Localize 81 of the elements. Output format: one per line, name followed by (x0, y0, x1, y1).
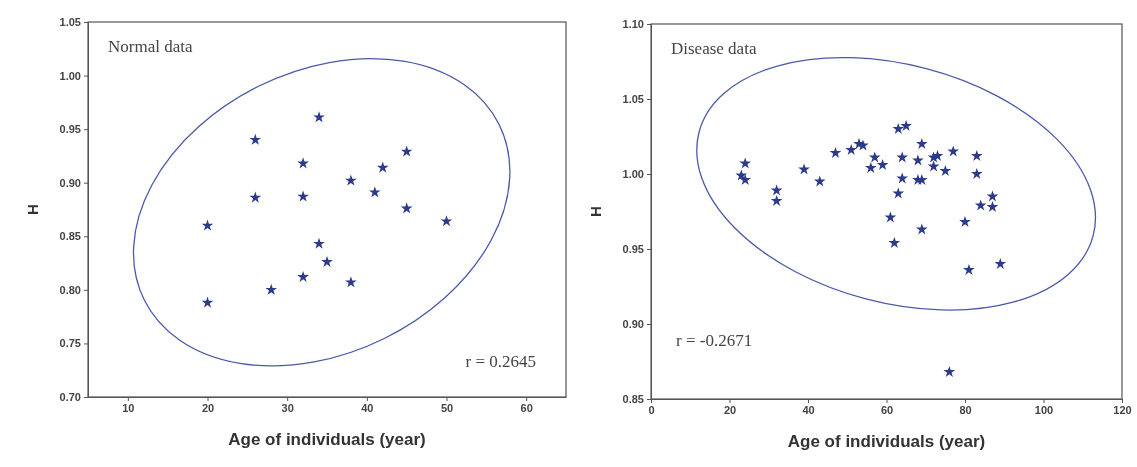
point (313, 111, 325, 123)
point (884, 211, 897, 223)
point (892, 187, 905, 199)
point (321, 255, 333, 267)
x-tick-label: 50 (440, 401, 454, 414)
x-tick-label: 60 (880, 403, 894, 416)
y-tick-label: 1.05 (59, 16, 81, 29)
x-tick-label: 10 (122, 401, 135, 414)
y-tick-label: 1.00 (622, 168, 644, 181)
x-tick-label: 100 (1034, 403, 1054, 416)
point (813, 175, 826, 187)
point (201, 219, 214, 231)
x-tick-label: 20 (723, 403, 737, 416)
y-tick-label: 0.80 (59, 283, 81, 296)
y-tick-label: 0.70 (59, 391, 81, 404)
point (876, 158, 889, 170)
point (986, 200, 999, 212)
point (249, 133, 262, 145)
x-tick-label: 40 (802, 403, 815, 416)
point (986, 190, 999, 202)
annotation: Disease data (671, 39, 757, 58)
point (770, 194, 783, 206)
x-tick-label: 0 (648, 403, 655, 416)
point (994, 257, 1007, 269)
annotation: r = 0.2645 (465, 352, 536, 371)
point (201, 296, 214, 308)
point (931, 149, 944, 161)
x-tick-label: 30 (281, 401, 294, 414)
point (927, 160, 940, 172)
y-tick-label: 0.85 (59, 230, 81, 243)
point (829, 146, 842, 158)
point (739, 157, 752, 169)
y-axis-title: H (587, 206, 604, 217)
y-tick-label: 1.00 (59, 69, 81, 82)
point (868, 151, 881, 163)
y-tick-label: 0.85 (622, 393, 644, 406)
y-tick-label: 1.05 (622, 93, 644, 106)
y-tick-label: 0.90 (622, 318, 644, 331)
point (892, 122, 905, 134)
point (943, 365, 956, 377)
point (970, 167, 983, 179)
point (265, 283, 278, 295)
point (798, 163, 810, 175)
point (313, 237, 325, 249)
point (400, 202, 413, 214)
point (896, 151, 909, 163)
y-tick-label: 0.90 (59, 176, 81, 189)
x-tick-label: 120 (1113, 403, 1132, 416)
point (974, 199, 987, 211)
point (297, 270, 309, 282)
x-tick-label: 60 (520, 401, 533, 414)
x-tick-label: 40 (361, 401, 374, 414)
point (963, 263, 975, 275)
y-tick-label: 1.10 (622, 18, 644, 31)
y-tick-label: 0.95 (59, 123, 81, 136)
point (770, 184, 783, 196)
point (376, 161, 389, 173)
point (440, 215, 453, 227)
point (400, 145, 413, 157)
annotation: Normal data (108, 37, 193, 56)
point (864, 161, 877, 173)
x-axis-title: Age of individuals (year) (787, 432, 986, 451)
point (368, 186, 381, 198)
y-tick-label: 0.95 (622, 243, 644, 256)
point (939, 164, 952, 176)
point (845, 143, 857, 155)
y-tick-label: 0.75 (59, 337, 81, 350)
point (916, 137, 928, 149)
x-axis-title: Age of individuals (year) (228, 430, 426, 449)
point (739, 173, 752, 185)
point (888, 236, 901, 248)
point (970, 149, 983, 161)
y-axis-title: H (24, 204, 41, 215)
annotation: r = -0.2671 (676, 331, 753, 350)
point (900, 119, 912, 131)
point (896, 172, 909, 184)
point (345, 276, 357, 288)
x-tick-label: 20 (201, 401, 215, 414)
point (959, 215, 971, 227)
point (249, 191, 262, 203)
x-tick-label: 80 (959, 403, 972, 416)
